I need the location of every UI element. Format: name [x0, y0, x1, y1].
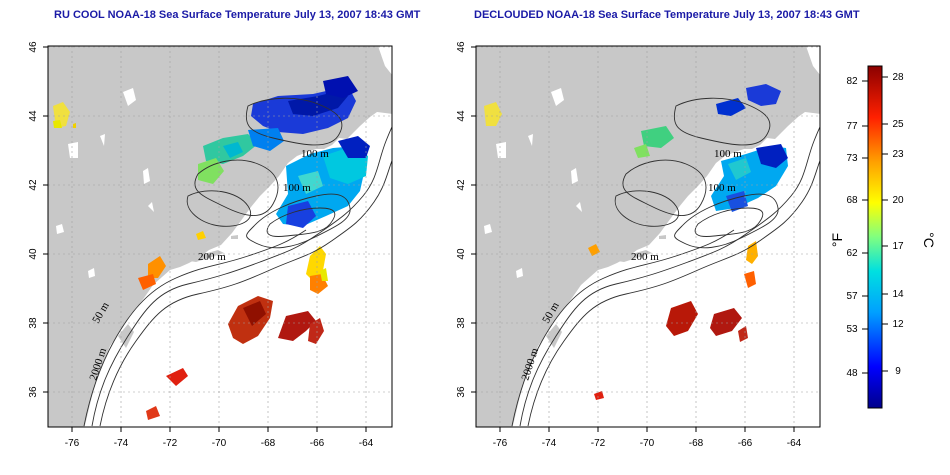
colorbar: 82 77 73 68 62 57 53 48 28 25 23 20 17 1… — [829, 65, 937, 409]
right-lon-axis: -76 -74 -72 -70 -68 -66 -64 — [493, 427, 802, 449]
left-lat-tick: 42 — [28, 179, 39, 191]
left-contour-label-100m-b: 100 m — [283, 182, 311, 194]
left-lon-tick: -76 — [65, 438, 80, 449]
left-lon-tick: -68 — [261, 438, 276, 449]
left-lon-tick: -74 — [114, 438, 129, 449]
celsius-tick: 12 — [892, 319, 904, 330]
right-contour-label-200m: 200 m — [631, 251, 659, 263]
fahrenheit-tick: 57 — [846, 291, 858, 302]
colorbar-gradient — [867, 65, 883, 409]
fahrenheit-tick: 68 — [846, 195, 858, 206]
right-lat-tick: 42 — [456, 179, 467, 191]
celsius-unit-label: °C — [921, 232, 937, 248]
right-lat-tick: 44 — [456, 110, 467, 122]
right-map-gridlines — [476, 46, 820, 427]
left-lat-tick: 38 — [28, 317, 39, 329]
left-lat-tick: 40 — [28, 248, 39, 260]
left-lon-tick: -66 — [310, 438, 325, 449]
right-lon-tick: -72 — [591, 438, 606, 449]
left-lon-axis: -76 -74 -72 -70 -68 -66 -64 — [65, 427, 374, 449]
left-lon-tick: -72 — [163, 438, 178, 449]
left-lat-axis: 46 44 42 40 38 36 — [28, 41, 48, 398]
right-map: 100 m 100 m 200 m 50 m 2000 m -76 -74 -7… — [456, 41, 821, 449]
right-lon-tick: -66 — [738, 438, 753, 449]
right-lon-tick: -64 — [787, 438, 802, 449]
right-contour-label-100m: 100 m — [714, 148, 742, 160]
fahrenheit-tick: 82 — [846, 76, 858, 87]
right-lat-tick: 38 — [456, 317, 467, 329]
left-contour-label-200m: 200 m — [198, 251, 226, 263]
fahrenheit-tick: 62 — [846, 248, 858, 259]
left-map-title: RU COOL NOAA-18 Sea Surface Temperature … — [54, 9, 421, 21]
right-lat-tick: 40 — [456, 248, 467, 260]
left-lat-tick: 36 — [28, 386, 39, 398]
right-lon-tick: -68 — [689, 438, 704, 449]
left-lat-tick: 44 — [28, 110, 39, 122]
right-lon-tick: -76 — [493, 438, 508, 449]
celsius-tick: 25 — [892, 119, 904, 130]
right-lon-tick: -70 — [640, 438, 655, 449]
celsius-tick: 23 — [892, 149, 904, 160]
right-lat-axis: 46 44 42 40 38 36 — [456, 41, 476, 398]
fahrenheit-unit-label: °F — [829, 233, 845, 247]
fahrenheit-tick: 73 — [846, 153, 858, 164]
right-lat-tick: 46 — [456, 41, 467, 53]
right-lon-tick: -74 — [542, 438, 557, 449]
right-map-title: DECLOUDED NOAA-18 Sea Surface Temperatur… — [474, 9, 860, 21]
left-map-gridlines — [48, 46, 392, 427]
celsius-tick: 20 — [892, 195, 904, 206]
right-contour-label-100m-b: 100 m — [708, 182, 736, 194]
fahrenheit-tick: 77 — [846, 121, 858, 132]
celsius-tick: 9 — [895, 366, 901, 377]
right-lat-tick: 36 — [456, 386, 467, 398]
left-lat-tick: 46 — [28, 41, 39, 53]
fahrenheit-tick: 48 — [846, 368, 858, 379]
left-map: 100 m 100 m 200 m 50 m 2000 m -76 -74 -7… — [28, 41, 393, 449]
left-lon-tick: -70 — [212, 438, 227, 449]
right-map-frame — [475, 45, 821, 428]
left-contour-label-100m: 100 m — [301, 148, 329, 160]
celsius-tick: 17 — [892, 241, 904, 252]
celsius-tick: 28 — [892, 72, 904, 83]
fahrenheit-tick: 53 — [846, 324, 858, 335]
left-lon-tick: -64 — [359, 438, 374, 449]
left-map-frame — [47, 45, 393, 428]
celsius-tick: 14 — [892, 289, 904, 300]
